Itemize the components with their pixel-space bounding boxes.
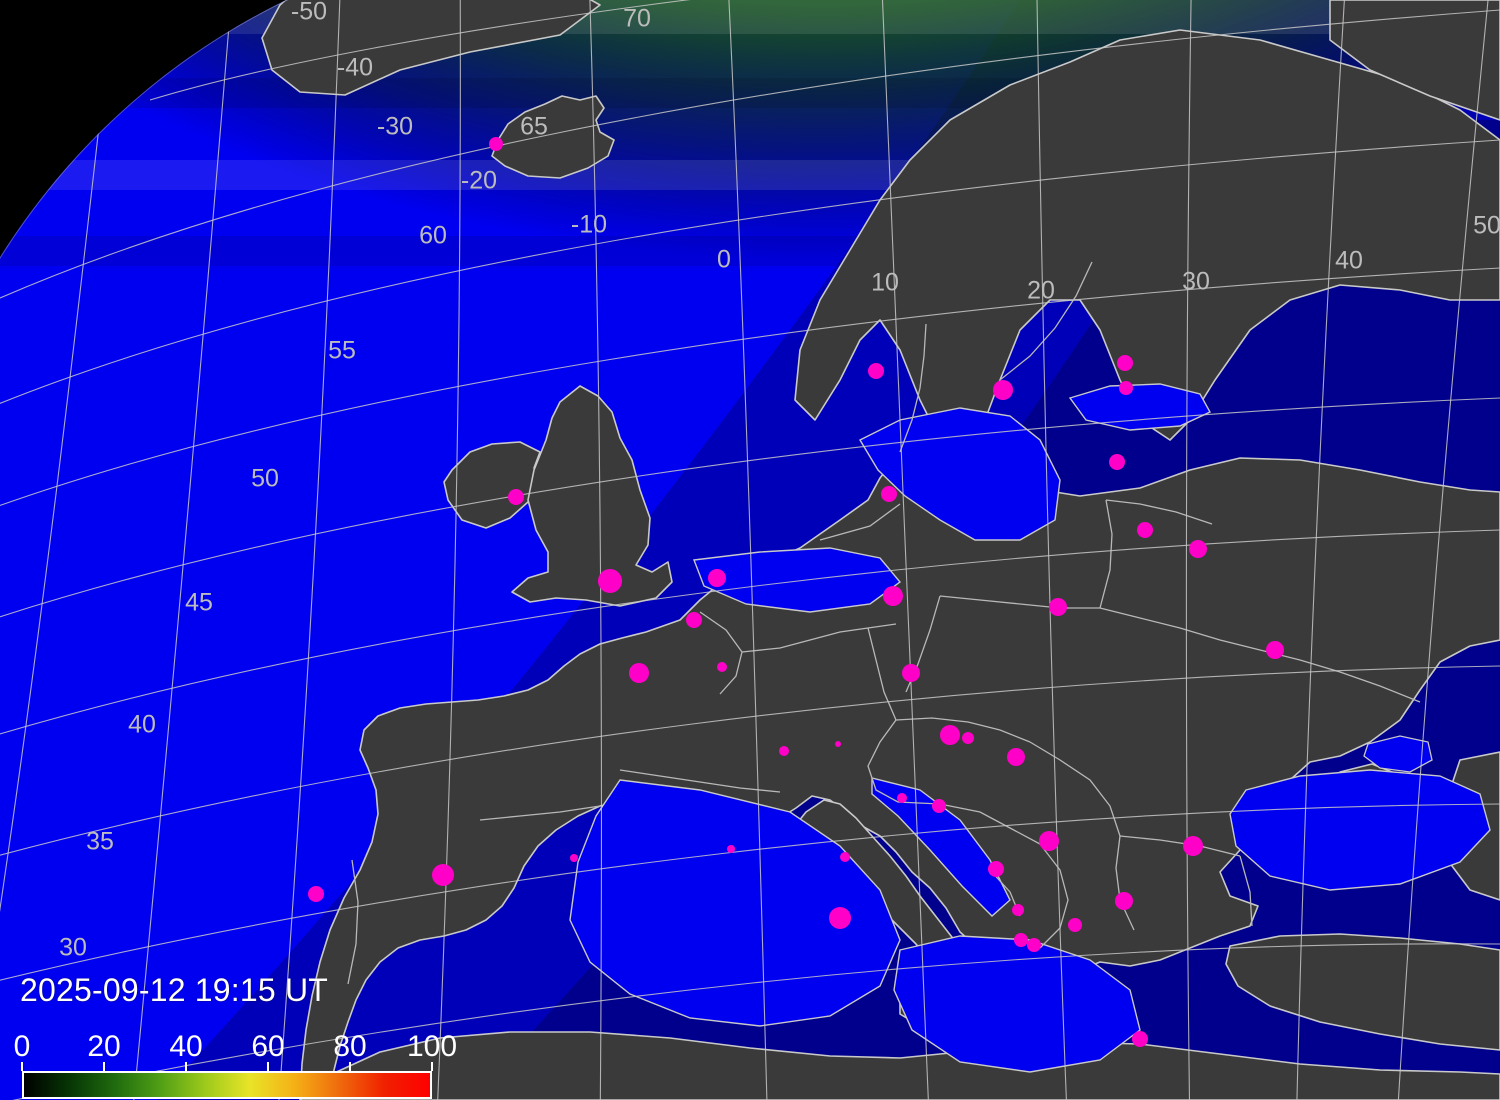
city-dot[interactable] [708, 569, 726, 587]
city-dot[interactable] [940, 725, 960, 745]
city-dot[interactable] [1014, 933, 1028, 947]
city-dot[interactable] [1012, 904, 1024, 916]
land-iceland [491, 95, 615, 179]
colorbar-tick-mark [431, 1062, 433, 1071]
graticule-label: 50 [1473, 212, 1500, 240]
city-dot[interactable] [932, 799, 946, 813]
land-nw-russia [1329, 0, 1500, 121]
colorbar-tick-label: 40 [169, 1030, 203, 1063]
colorbar-tick-mark [185, 1062, 187, 1071]
graticule-label: -10 [571, 211, 607, 239]
colorbar: 0 20 40 60 80 100 [14, 1028, 457, 1099]
graticule-label: 10 [871, 269, 899, 297]
city-dot[interactable] [1183, 836, 1203, 856]
city-dot[interactable] [897, 793, 907, 803]
city-dot[interactable] [993, 380, 1013, 400]
city-dot[interactable] [1068, 918, 1082, 932]
city-dot[interactable] [686, 612, 702, 628]
city-dot[interactable] [1049, 598, 1067, 616]
city-dot[interactable] [1137, 522, 1153, 538]
graticule-label: 40 [1335, 247, 1363, 275]
land-greenland [261, 0, 601, 96]
city-dot[interactable] [835, 741, 841, 747]
city-dot[interactable] [1115, 892, 1133, 910]
colorbar-tick-marks [21, 1062, 433, 1071]
graticule-label: 35 [86, 828, 114, 856]
city-dot[interactable] [883, 586, 903, 606]
colorbar-tick-label: 100 [406, 1030, 458, 1063]
globe-limb [0, 0, 471, 331]
city-dot[interactable] [570, 854, 578, 862]
city-dot[interactable] [1119, 381, 1133, 395]
city-dot[interactable] [432, 864, 454, 886]
sea-adriatic [871, 777, 1011, 917]
city-dot[interactable] [1132, 1031, 1148, 1047]
graticule-label: 60 [419, 222, 447, 250]
graticule-label: -50 [291, 0, 327, 26]
city-dot[interactable] [1007, 748, 1025, 766]
city-dot[interactable] [489, 137, 503, 151]
city-dot[interactable] [902, 664, 920, 682]
city-dot[interactable] [1189, 540, 1207, 558]
city-dot[interactable] [727, 845, 735, 853]
graticule-label: 65 [520, 113, 548, 141]
sea-western-mediterranean [569, 779, 901, 1027]
colorbar-tick-label: 20 [87, 1030, 121, 1063]
graticule-label: -30 [377, 113, 413, 141]
timestamp-label: 2025-09-12 19:15 UT [20, 972, 329, 1008]
colorbar-tick-mark [21, 1062, 23, 1071]
land-anatolia [1225, 933, 1500, 1051]
graticule-label: 50 [251, 465, 279, 493]
city-dot[interactable] [840, 852, 850, 862]
city-dot[interactable] [1109, 454, 1125, 470]
colorbar-tick-mark [267, 1062, 269, 1071]
graticule-label: 70 [623, 5, 651, 33]
country-borders [347, 261, 1421, 985]
graticule-label: 55 [328, 337, 356, 365]
colorbar-tick-label: 80 [333, 1030, 367, 1063]
landmass-group [261, 0, 1500, 1100]
city-dot[interactable] [598, 569, 622, 593]
graticule-labels: -50 -40 -30 -20 -10 0 10 20 30 40 50 65 70 60 55 50 45 40… [59, 0, 1500, 962]
city-dot[interactable] [1266, 641, 1284, 659]
city-dot[interactable] [829, 907, 851, 929]
land-scandinavia [794, 29, 1500, 451]
colorbar-tick-labels: 0 20 40 60 80 100 [14, 1028, 457, 1063]
city-dot[interactable] [868, 363, 884, 379]
graticule-label: 30 [59, 934, 87, 962]
city-dot[interactable] [308, 886, 324, 902]
graticule-label: -40 [337, 54, 373, 82]
city-dot[interactable] [629, 663, 649, 683]
colorbar-gradient [22, 1071, 432, 1099]
city-dot[interactable] [1039, 831, 1059, 851]
colorbar-tick-label: 0 [13, 1030, 31, 1063]
colorbar-tick-mark [349, 1062, 351, 1071]
sea-group [569, 383, 1491, 1073]
city-dot[interactable] [508, 489, 524, 505]
sea-black-sea [1229, 769, 1491, 891]
city-dot[interactable] [1117, 355, 1133, 371]
colorbar-tick-label: 60 [251, 1030, 285, 1063]
city-dot[interactable] [988, 861, 1004, 877]
graticule-label: 0 [717, 246, 731, 274]
graticule-label: 30 [1182, 268, 1210, 296]
city-dot[interactable] [962, 732, 974, 744]
graticule-label: 20 [1027, 277, 1055, 305]
city-dot[interactable] [717, 662, 727, 672]
city-dot[interactable] [779, 746, 789, 756]
graticule-label: 45 [185, 589, 213, 617]
city-dot-group [308, 137, 1284, 1047]
city-dot[interactable] [1027, 938, 1041, 952]
city-dot[interactable] [881, 486, 897, 502]
graticule-label: -20 [461, 167, 497, 195]
colorbar-tick-mark [103, 1062, 105, 1071]
graticule-label: 40 [128, 711, 156, 739]
